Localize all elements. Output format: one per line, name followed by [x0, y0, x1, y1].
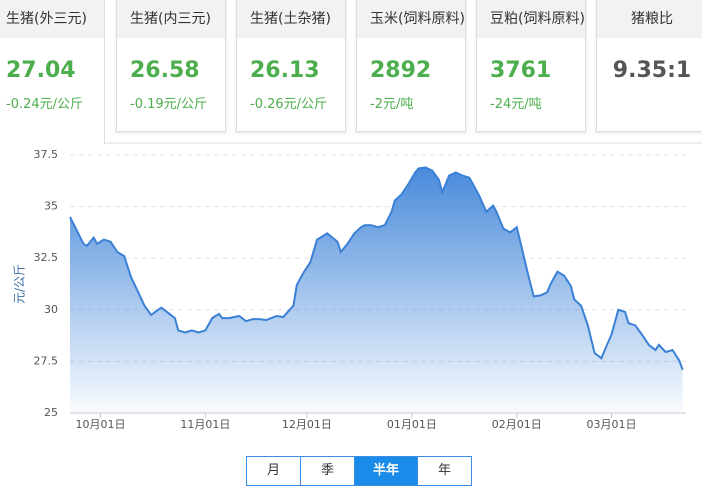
card-change: -0.24元/公斤 — [6, 97, 84, 112]
card-price: 3761 — [490, 58, 552, 83]
card-change: -2元/吨 — [370, 97, 414, 112]
x-tick-label: 10月01日 — [75, 418, 125, 431]
card-change: -24元/吨 — [490, 97, 542, 112]
y-tick-label: 35 — [44, 200, 58, 213]
card-title: 豆粕(饲料原料) — [477, 0, 585, 38]
card-title: 生猪(土杂猪) — [237, 0, 345, 38]
card-title: 猪粮比 — [597, 0, 702, 38]
y-tick-label: 32.5 — [34, 251, 59, 264]
price-card: 猪粮比 9.35:1 — [596, 0, 702, 132]
x-tick-label: 12月01日 — [282, 418, 332, 431]
period-button[interactable]: 半年 — [355, 457, 418, 485]
x-tick-label: 01月01日 — [387, 418, 437, 431]
y-axis-label: 元/公斤 — [13, 264, 27, 304]
period-switch: 月季半年年 — [246, 456, 472, 486]
period-button[interactable]: 年 — [418, 457, 471, 485]
card-price: 9.35:1 — [612, 58, 692, 83]
price-card: 豆粕(饲料原料) 3761 -24元/吨 — [476, 0, 586, 132]
period-button[interactable]: 季 — [301, 457, 355, 485]
y-tick-label: 30 — [44, 303, 58, 316]
y-tick-label: 37.5 — [34, 148, 59, 161]
card-change: -0.26元/公斤 — [250, 97, 328, 112]
period-button[interactable]: 月 — [247, 457, 301, 485]
x-tick-label: 11月01日 — [180, 418, 230, 431]
price-card: 生猪(土杂猪) 26.13 -0.26元/公斤 — [236, 0, 346, 132]
card-title: 生猪(外三元) — [0, 0, 104, 38]
y-tick-label: 25 — [44, 406, 58, 419]
price-card: 玉米(饲料原料) 2892 -2元/吨 — [356, 0, 466, 132]
x-tick-label: 02月01日 — [492, 418, 542, 431]
card-price: 2892 — [370, 58, 432, 83]
card-title: 玉米(饲料原料) — [357, 0, 465, 38]
card-change: -0.19元/公斤 — [130, 97, 208, 112]
x-tick-label: 03月01日 — [587, 418, 637, 431]
line — [69, 166, 684, 371]
y-tick-label: 27.5 — [34, 354, 59, 367]
area — [70, 167, 683, 413]
card-price: 26.13 — [250, 58, 320, 83]
price-card: 生猪(外三元) 27.04 -0.24元/公斤 — [0, 0, 105, 144]
price-card: 生猪(内三元) 26.58 -0.19元/公斤 — [116, 0, 226, 132]
card-price: 26.58 — [130, 58, 200, 83]
card-title: 生猪(内三元) — [117, 0, 225, 38]
card-price: 27.04 — [6, 58, 76, 83]
